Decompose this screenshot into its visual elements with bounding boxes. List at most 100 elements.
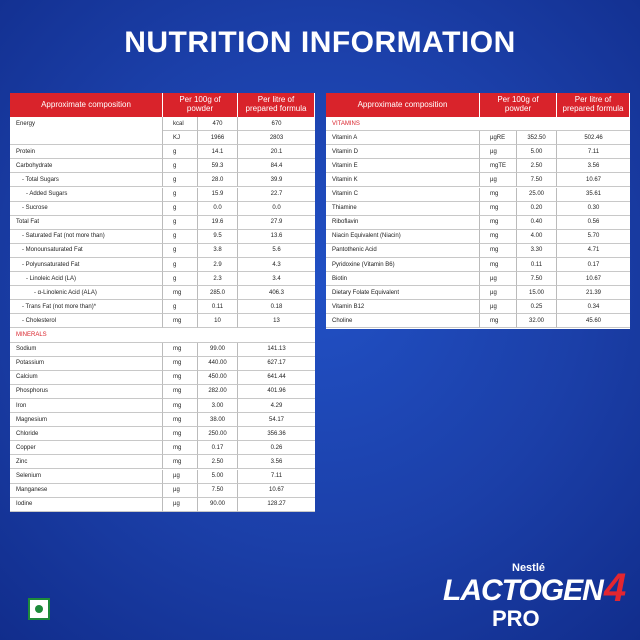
unit: g (163, 215, 198, 230)
per-100g: 5.00 (517, 145, 557, 160)
nutrient-name: Thiamine (326, 201, 480, 216)
unit: mg (163, 356, 198, 371)
per-litre: 54.17 (238, 413, 315, 428)
per-100g: 0.11 (517, 258, 557, 273)
nutrient-name: Vitamin D (326, 145, 480, 160)
nutrient-name: Biotin (326, 272, 480, 287)
per-litre: 641.44 (238, 371, 315, 385)
nutrient-name: Iron (10, 399, 163, 414)
unit: µg (480, 272, 517, 287)
nutrient-name: Phosphorus (10, 384, 163, 399)
per-litre: 3.56 (557, 159, 630, 174)
per-litre: 406.3 (238, 286, 315, 301)
per-100g: 7.50 (517, 173, 557, 188)
section-label: MINERALS (10, 329, 315, 343)
unit: mg (163, 427, 198, 442)
unit: KJ (163, 131, 198, 146)
per-100g: 99.00 (198, 342, 238, 357)
per-100g: 9.5 (198, 229, 238, 244)
per-litre: 35.61 (557, 188, 630, 202)
brand-variant: PRO (492, 606, 540, 631)
nutrient-name: Manganese (10, 483, 163, 498)
title: NUTRITION INFORMATION (124, 26, 516, 59)
per-litre: 401.96 (238, 385, 315, 399)
section-label: VITAMINS (326, 117, 630, 132)
per-litre: 27.9 (238, 216, 315, 230)
per-100g: 450.00 (198, 370, 238, 385)
per-litre: 3.56 (238, 455, 315, 470)
per-litre: 7.11 (557, 145, 630, 160)
per-100g: 15.9 (198, 187, 238, 202)
unit: mg (480, 258, 517, 273)
nutrient-name: Sodium (10, 342, 163, 357)
unit: mg (480, 187, 517, 202)
per-litre: 0.17 (557, 258, 630, 273)
unit: mg (163, 342, 198, 357)
nutrient-name: Riboflavin (326, 215, 480, 230)
column-header: Per 100g of powder (480, 93, 557, 117)
per-litre: 39.9 (238, 173, 315, 188)
per-100g: 14.1 (198, 145, 238, 160)
per-100g: 352.50 (517, 131, 557, 146)
per-litre: 10.67 (238, 484, 315, 498)
per-100g: 282.00 (198, 384, 238, 399)
unit: g (163, 159, 198, 174)
per-100g: 59.3 (198, 159, 238, 174)
column-header: Per litre of prepared formula (557, 93, 630, 117)
per-100g: 10 (198, 314, 238, 329)
per-100g: 3.00 (198, 399, 238, 414)
per-100g: 2.9 (198, 258, 238, 273)
per-100g: 0.20 (517, 201, 557, 216)
per-100g: 90.00 (198, 497, 238, 512)
per-litre: 10.67 (557, 272, 630, 287)
unit: µg (480, 173, 517, 188)
per-100g: 0.25 (517, 300, 557, 315)
per-litre: 4.71 (557, 244, 630, 258)
nutrition-table: Approximate composition Per 100g of powde… (326, 93, 630, 329)
nutrient-name: Magnesium (10, 413, 163, 428)
per-litre: 502.46 (557, 131, 630, 146)
per-litre: 13.6 (238, 230, 315, 244)
nutrient-name: Total Fat (10, 215, 163, 230)
per-litre: 4.29 (238, 399, 315, 414)
per-litre: 670 (238, 117, 315, 132)
unit: g (163, 229, 198, 244)
unit: mgTE (480, 159, 517, 174)
per-litre: 0.34 (557, 300, 630, 315)
per-litre: 5.6 (238, 244, 315, 258)
per-100g: 470 (198, 117, 238, 132)
per-litre: 4.3 (238, 258, 315, 273)
per-100g: 3.8 (198, 243, 238, 258)
per-litre: 3.4 (238, 272, 315, 287)
nutrient-name: - Total Sugars (10, 173, 163, 188)
per-100g: 1966 (198, 131, 238, 146)
unit: g (163, 187, 198, 202)
nutrient-name: Copper (10, 441, 163, 456)
unit: mg (163, 455, 198, 470)
unit: g (163, 173, 198, 188)
per-100g: 0.17 (198, 441, 238, 456)
per-litre: 0.30 (557, 202, 630, 216)
per-litre: 2803 (238, 131, 315, 146)
nutrient-name: - Cholesterol (10, 314, 163, 329)
per-100g: 28.0 (198, 173, 238, 188)
unit: g (163, 272, 198, 287)
nutrient-name: Pyridoxine (Vitamin B6) (326, 258, 480, 273)
nutrient-name: - Added Sugars (10, 187, 163, 202)
column-header: Per 100g of powder (163, 93, 238, 117)
per-litre: 20.1 (238, 145, 315, 160)
unit: mg (480, 229, 517, 244)
nutrient-name: Carbohydrate (10, 159, 163, 174)
per-100g: 2.3 (198, 272, 238, 287)
per-litre: 21.39 (557, 286, 630, 301)
nutrient-name: Iodine (10, 497, 163, 512)
per-litre: 13 (238, 314, 315, 329)
unit: g (163, 145, 198, 160)
brand-maker: Nestlé (512, 562, 546, 574)
unit: kcal (163, 117, 198, 132)
unit: mg (163, 441, 198, 456)
unit: mg (163, 314, 198, 329)
per-litre: 0.18 (238, 300, 315, 315)
per-litre: 7.11 (238, 470, 315, 484)
per-litre: 5.70 (557, 230, 630, 244)
